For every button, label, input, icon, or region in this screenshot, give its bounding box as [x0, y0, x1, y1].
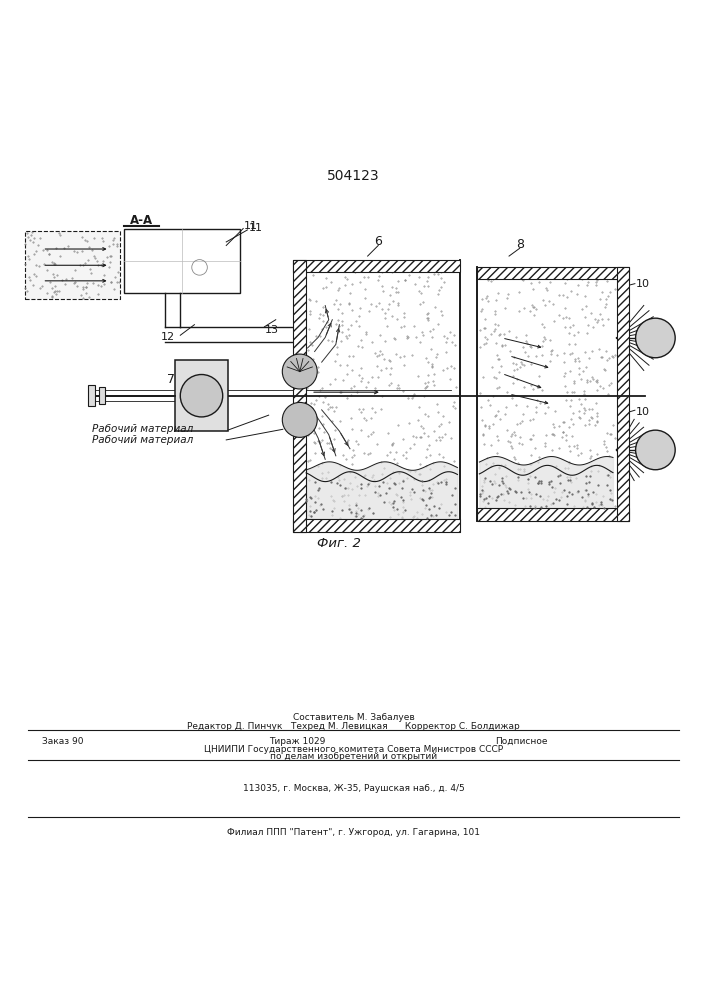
- Text: по делам изобретений и открытий: по делам изобретений и открытий: [270, 752, 437, 761]
- Bar: [124, 229, 240, 293]
- Text: Заказ 90: Заказ 90: [42, 737, 84, 746]
- Text: 113035, г. Москва, Ж-35, Раушская наб., д. 4/5: 113035, г. Москва, Ж-35, Раушская наб., …: [243, 784, 464, 793]
- Text: 6: 6: [374, 235, 382, 248]
- Text: Рабочий материал: Рабочий материал: [92, 435, 193, 445]
- Circle shape: [282, 354, 317, 389]
- Text: Фиг. 2: Фиг. 2: [317, 537, 361, 550]
- Bar: [477, 267, 629, 279]
- Text: Подписное: Подписное: [495, 737, 547, 746]
- Circle shape: [636, 318, 675, 358]
- Text: 12: 12: [161, 332, 175, 342]
- Bar: [617, 267, 629, 521]
- Circle shape: [636, 430, 675, 470]
- Text: ЦНИИПИ Государственного комитета Совета Министров СССР: ЦНИИПИ Государственного комитета Совета …: [204, 745, 503, 754]
- Text: Тираж 1029: Тираж 1029: [269, 737, 325, 746]
- Bar: [88, 385, 95, 406]
- Bar: [293, 519, 460, 532]
- Bar: [99, 387, 105, 404]
- Bar: [477, 508, 629, 521]
- Text: 11: 11: [249, 223, 263, 233]
- Text: 8: 8: [515, 238, 524, 251]
- Text: 7: 7: [168, 373, 175, 386]
- Bar: [293, 260, 306, 532]
- Text: Рабочий материал: Рабочий материал: [92, 424, 193, 434]
- Bar: [293, 260, 460, 272]
- Text: 11: 11: [244, 221, 258, 231]
- Text: Редактор Д. Пинчук   Техред М. Левицкая      Корректор С. Болдижар: Редактор Д. Пинчук Техред М. Левицкая Ко…: [187, 722, 520, 731]
- Text: А-А: А-А: [130, 214, 153, 227]
- Text: 13: 13: [265, 325, 279, 335]
- Text: Составитель М. Забалуев: Составитель М. Забалуев: [293, 713, 414, 722]
- Text: Филиал ППП "Патент", г. Ужгород, ул. Гагарина, 101: Филиал ППП "Патент", г. Ужгород, ул. Гаг…: [227, 828, 480, 837]
- Bar: [175, 360, 228, 431]
- Text: 10: 10: [636, 279, 650, 289]
- Text: 10: 10: [636, 407, 650, 417]
- Text: 504123: 504123: [327, 169, 380, 183]
- Circle shape: [282, 402, 317, 437]
- Bar: [25, 231, 120, 299]
- Circle shape: [180, 375, 223, 417]
